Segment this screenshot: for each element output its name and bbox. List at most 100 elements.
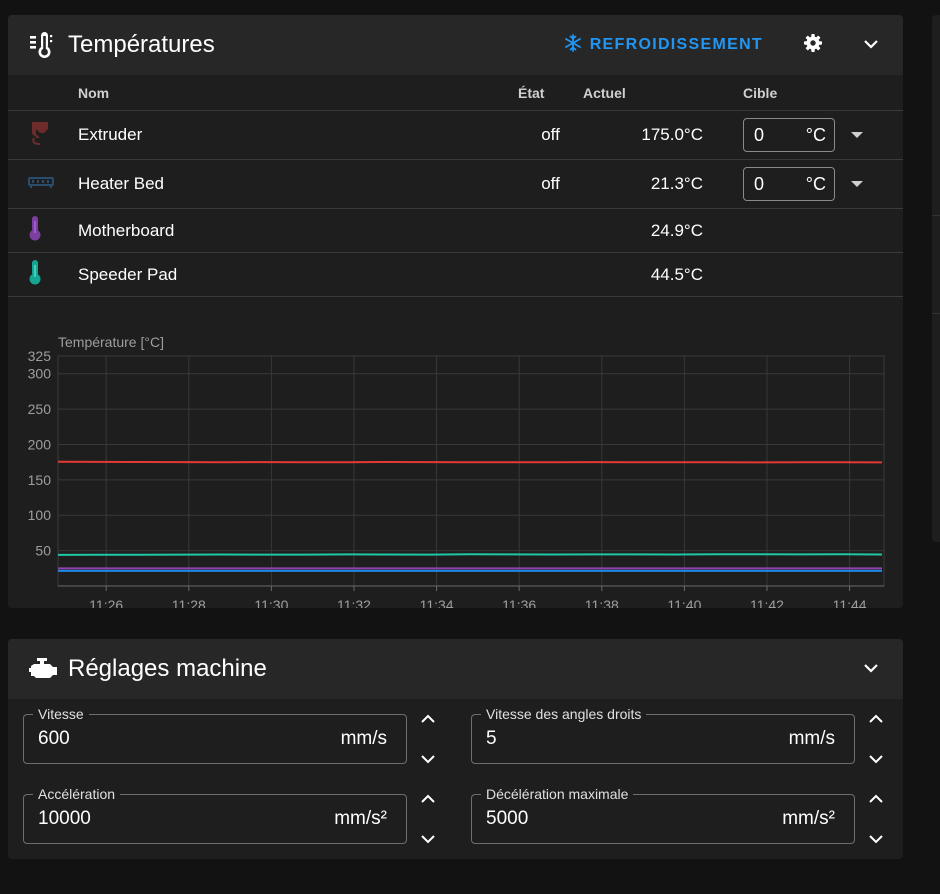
series-line-1: [57, 553, 883, 556]
field-label: Accélération: [33, 786, 121, 802]
sensor-actual: 21.3°C: [583, 159, 703, 209]
cooldown-button[interactable]: REFROIDISSEMENT: [564, 15, 763, 75]
temperatures-card: Températures REFROIDISSEMENT: [8, 15, 903, 608]
chevron-down-icon: [863, 660, 879, 678]
speed-field[interactable]: Vitesse 600 mm/s: [23, 706, 407, 764]
sensor-state: off: [518, 159, 583, 209]
y-axis-label: Température [°C]: [58, 334, 164, 350]
square-corner-velocity-stepper: [866, 711, 886, 767]
caret-down-icon: [851, 132, 863, 138]
sensor-name: Heater Bed: [78, 159, 518, 209]
field-label: Décélération maximale: [481, 786, 634, 802]
x-tick-label: 11:34: [420, 597, 454, 608]
field-value[interactable]: 5000: [486, 808, 529, 829]
x-tick-label: 11:30: [254, 597, 288, 608]
table-row: Speeder Pad 44.5°C: [8, 252, 903, 297]
x-tick-label: 11:32: [337, 597, 371, 608]
x-tick-label: 11:40: [667, 597, 701, 608]
target-value: 0: [754, 124, 765, 145]
column-header-state: État: [518, 75, 583, 111]
chevron-up-icon[interactable]: [418, 711, 438, 727]
extruder-target-input[interactable]: 0 °C: [743, 118, 835, 152]
x-tick-label: 11:42: [750, 597, 784, 608]
sensor-name: Speeder Pad: [78, 252, 518, 297]
heater-bed-icon: [28, 174, 78, 194]
x-tick-label: 11:36: [502, 597, 536, 608]
sensor-name: Motherboard: [78, 208, 518, 253]
column-header-actual: Actuel: [583, 75, 703, 111]
max-deceleration-field[interactable]: Décélération maximale 5000 mm/s²: [471, 786, 855, 844]
sensor-state: [518, 252, 583, 297]
empty-target-cell: [703, 208, 903, 253]
target-unit: °C: [805, 124, 826, 145]
square-corner-velocity-field[interactable]: Vitesse des angles droits 5 mm/s: [471, 706, 855, 764]
x-tick-label: 11:28: [172, 597, 206, 608]
heater-bed-target-input[interactable]: 0 °C: [743, 167, 835, 201]
collapse-machine-button[interactable]: [859, 639, 883, 699]
extruder-presets-dropdown[interactable]: [851, 128, 865, 142]
temperature-chart[interactable]: Température [°C] 50 100 150 200 250 300 325 11:2…: [8, 312, 903, 608]
chevron-down-icon[interactable]: [418, 831, 438, 847]
temperatures-card-header: Températures REFROIDISSEMENT: [8, 15, 903, 75]
caret-down-icon: [851, 181, 863, 187]
temperature-chart-svg[interactable]: Température [°C] 50 100 150 200 250 300 325 11:2…: [8, 312, 903, 608]
table-row: Motherboard 24.9°C: [8, 208, 903, 253]
chevron-down-icon[interactable]: [866, 751, 886, 767]
thermometer-lines-icon: [28, 31, 58, 59]
y-tick-label: 250: [28, 401, 52, 417]
snowflake-icon: [564, 33, 582, 57]
temperatures-table: Nom État Actuel Cible Extruder off 175.0…: [8, 75, 903, 297]
machine-settings-title: Réglages machine: [68, 655, 267, 682]
thermometer-icon: [28, 259, 78, 290]
field-value[interactable]: 5: [486, 728, 497, 749]
field-unit: mm/s²: [782, 808, 835, 829]
field-unit: mm/s: [788, 728, 835, 749]
series-line-0: [57, 460, 883, 464]
acceleration-field[interactable]: Accélération 10000 mm/s²: [23, 786, 407, 844]
heater-bed-presets-dropdown[interactable]: [851, 177, 865, 191]
field-unit: mm/s: [340, 728, 387, 749]
speed-stepper: [418, 711, 438, 767]
thermometer-icon: [28, 215, 78, 246]
y-tick-label: 150: [28, 472, 52, 488]
sensor-actual: 175.0°C: [583, 110, 703, 160]
chevron-up-icon[interactable]: [866, 711, 886, 727]
side-panel-edge: [932, 15, 940, 542]
sensor-actual: 24.9°C: [583, 208, 703, 253]
temperatures-title: Températures: [68, 31, 215, 58]
column-header-name: Nom: [78, 75, 518, 111]
chevron-down-icon: [863, 36, 879, 54]
field-label: Vitesse des angles droits: [481, 706, 647, 722]
x-tick-label: 11:26: [89, 597, 123, 608]
field-unit: mm/s²: [334, 808, 387, 829]
machine-settings-header: Réglages machine: [8, 639, 903, 699]
machine-fields: Vitesse 600 mm/s Vitesse des angles droi…: [8, 699, 903, 859]
y-tick-label: 325: [28, 348, 52, 364]
plot-area: [57, 355, 885, 587]
x-tick-label: 11:38: [585, 597, 619, 608]
column-header-target: Cible: [703, 75, 903, 111]
settings-button[interactable]: [801, 15, 825, 75]
table-row: Extruder off 175.0°C 0 °C: [8, 110, 903, 160]
y-tick-label: 200: [28, 436, 52, 452]
collapse-temperatures-button[interactable]: [859, 15, 883, 75]
sensor-name: Extruder: [78, 110, 518, 160]
chevron-down-icon[interactable]: [866, 831, 886, 847]
y-tick-label: 100: [28, 507, 52, 523]
target-value: 0: [754, 173, 765, 194]
field-value[interactable]: 600: [38, 728, 70, 749]
chevron-up-icon[interactable]: [866, 791, 886, 807]
engine-icon: [28, 657, 58, 685]
extruder-icon: [28, 120, 78, 151]
table-row: Heater Bed off 21.3°C 0 °C: [8, 159, 903, 209]
chevron-down-icon[interactable]: [418, 751, 438, 767]
target-unit: °C: [805, 173, 826, 194]
sensor-state: off: [518, 110, 583, 160]
field-value[interactable]: 10000: [38, 808, 91, 829]
chevron-up-icon[interactable]: [418, 791, 438, 807]
cooldown-label: REFROIDISSEMENT: [589, 36, 763, 53]
max-deceleration-stepper: [866, 791, 886, 847]
x-tick-label: 11:44: [833, 597, 867, 608]
table-header-row: Nom État Actuel Cible: [8, 75, 903, 111]
sensor-state: [518, 208, 583, 253]
